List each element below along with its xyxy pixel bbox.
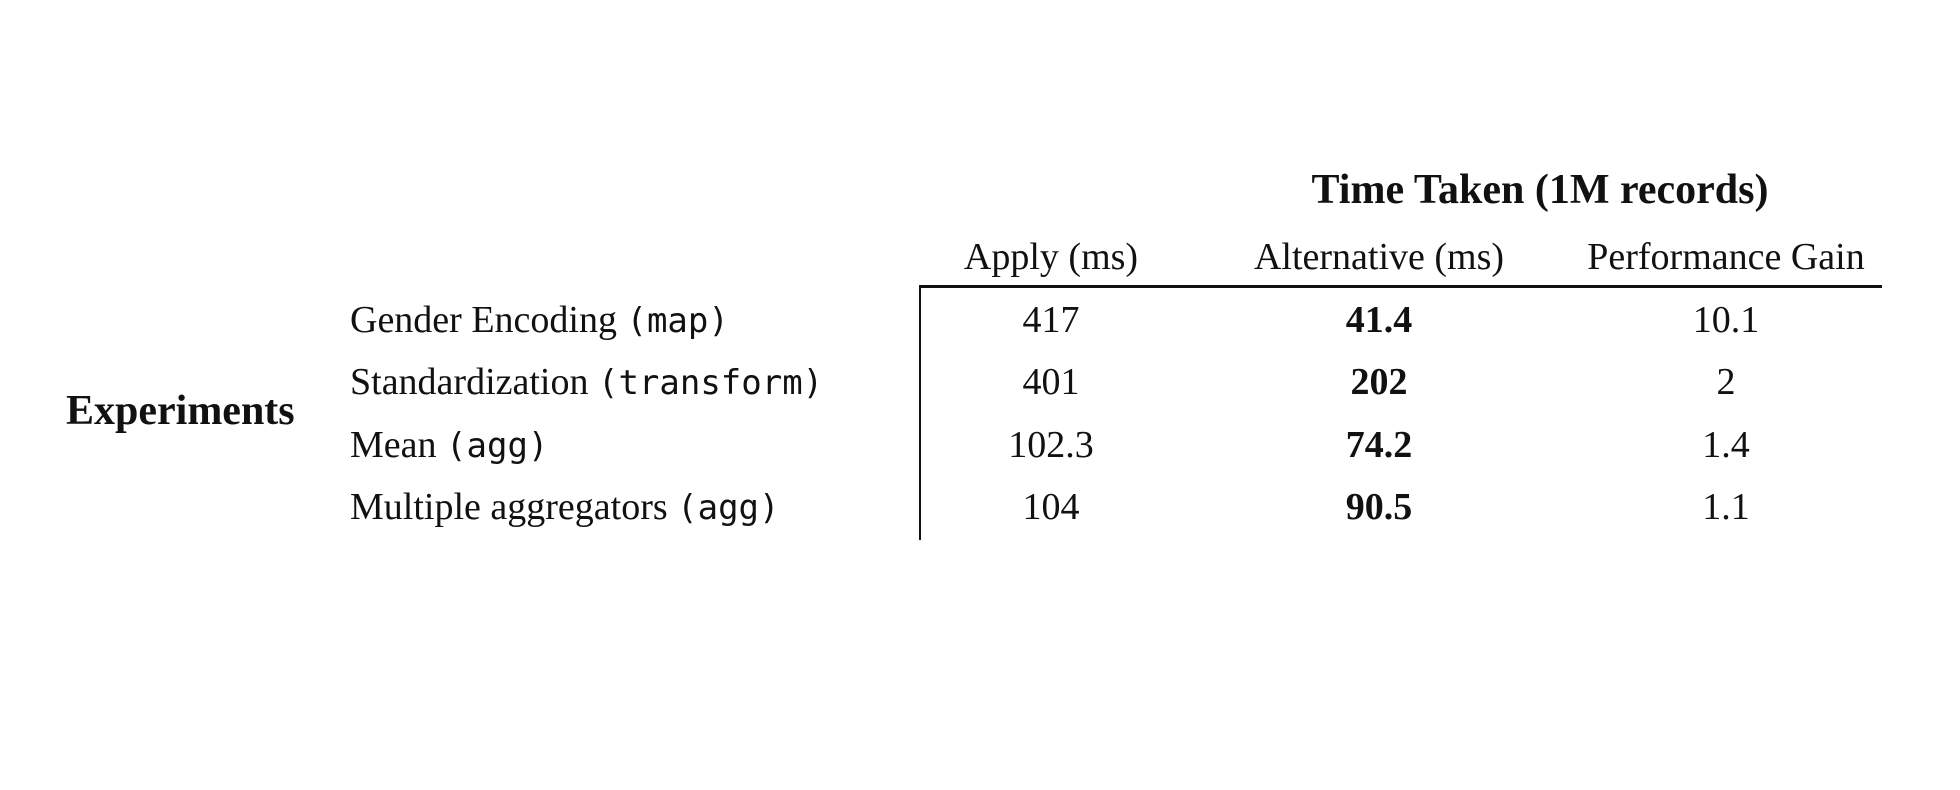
row-label: Mean (agg) — [350, 426, 548, 464]
apply-cell: 104 — [1022, 486, 1080, 528]
apply-cell: 401 — [1022, 361, 1080, 403]
row-label-code: (agg) — [446, 426, 549, 466]
row-label-code: (transform) — [597, 363, 824, 403]
row-group-label: Experiments — [66, 388, 295, 434]
gain-cell: 1.4 — [1702, 424, 1750, 466]
column-rule — [919, 285, 921, 540]
group-header: Time Taken (1M records) — [1311, 167, 1769, 213]
row-label: Gender Encoding (map) — [350, 301, 729, 339]
row-label-text: Multiple aggregators — [350, 486, 668, 528]
header-rule — [920, 285, 1882, 288]
apply-cell: 102.3 — [1008, 424, 1094, 466]
alternative-cell: 41.4 — [1345, 299, 1413, 341]
column-header: Alternative (ms) — [1253, 236, 1505, 278]
gain-cell: 2 — [1716, 361, 1736, 403]
row-label-code: (map) — [626, 301, 729, 341]
row-label-text: Standardization — [350, 361, 589, 403]
row-label-text: Gender Encoding — [350, 299, 617, 341]
alternative-cell: 74.2 — [1345, 424, 1413, 466]
row-label: Standardization (transform) — [350, 363, 823, 401]
row-label: Multiple aggregators (agg) — [350, 488, 780, 526]
column-header: Performance Gain — [1587, 236, 1865, 278]
gain-cell: 1.1 — [1702, 486, 1750, 528]
gain-cell: 10.1 — [1692, 299, 1760, 341]
alternative-cell: 90.5 — [1345, 486, 1413, 528]
apply-cell: 417 — [1022, 299, 1080, 341]
row-label-code: (agg) — [677, 488, 780, 528]
alternative-cell: 202 — [1350, 361, 1408, 403]
column-header: Apply (ms) — [963, 236, 1139, 278]
row-label-text: Mean — [350, 424, 437, 466]
